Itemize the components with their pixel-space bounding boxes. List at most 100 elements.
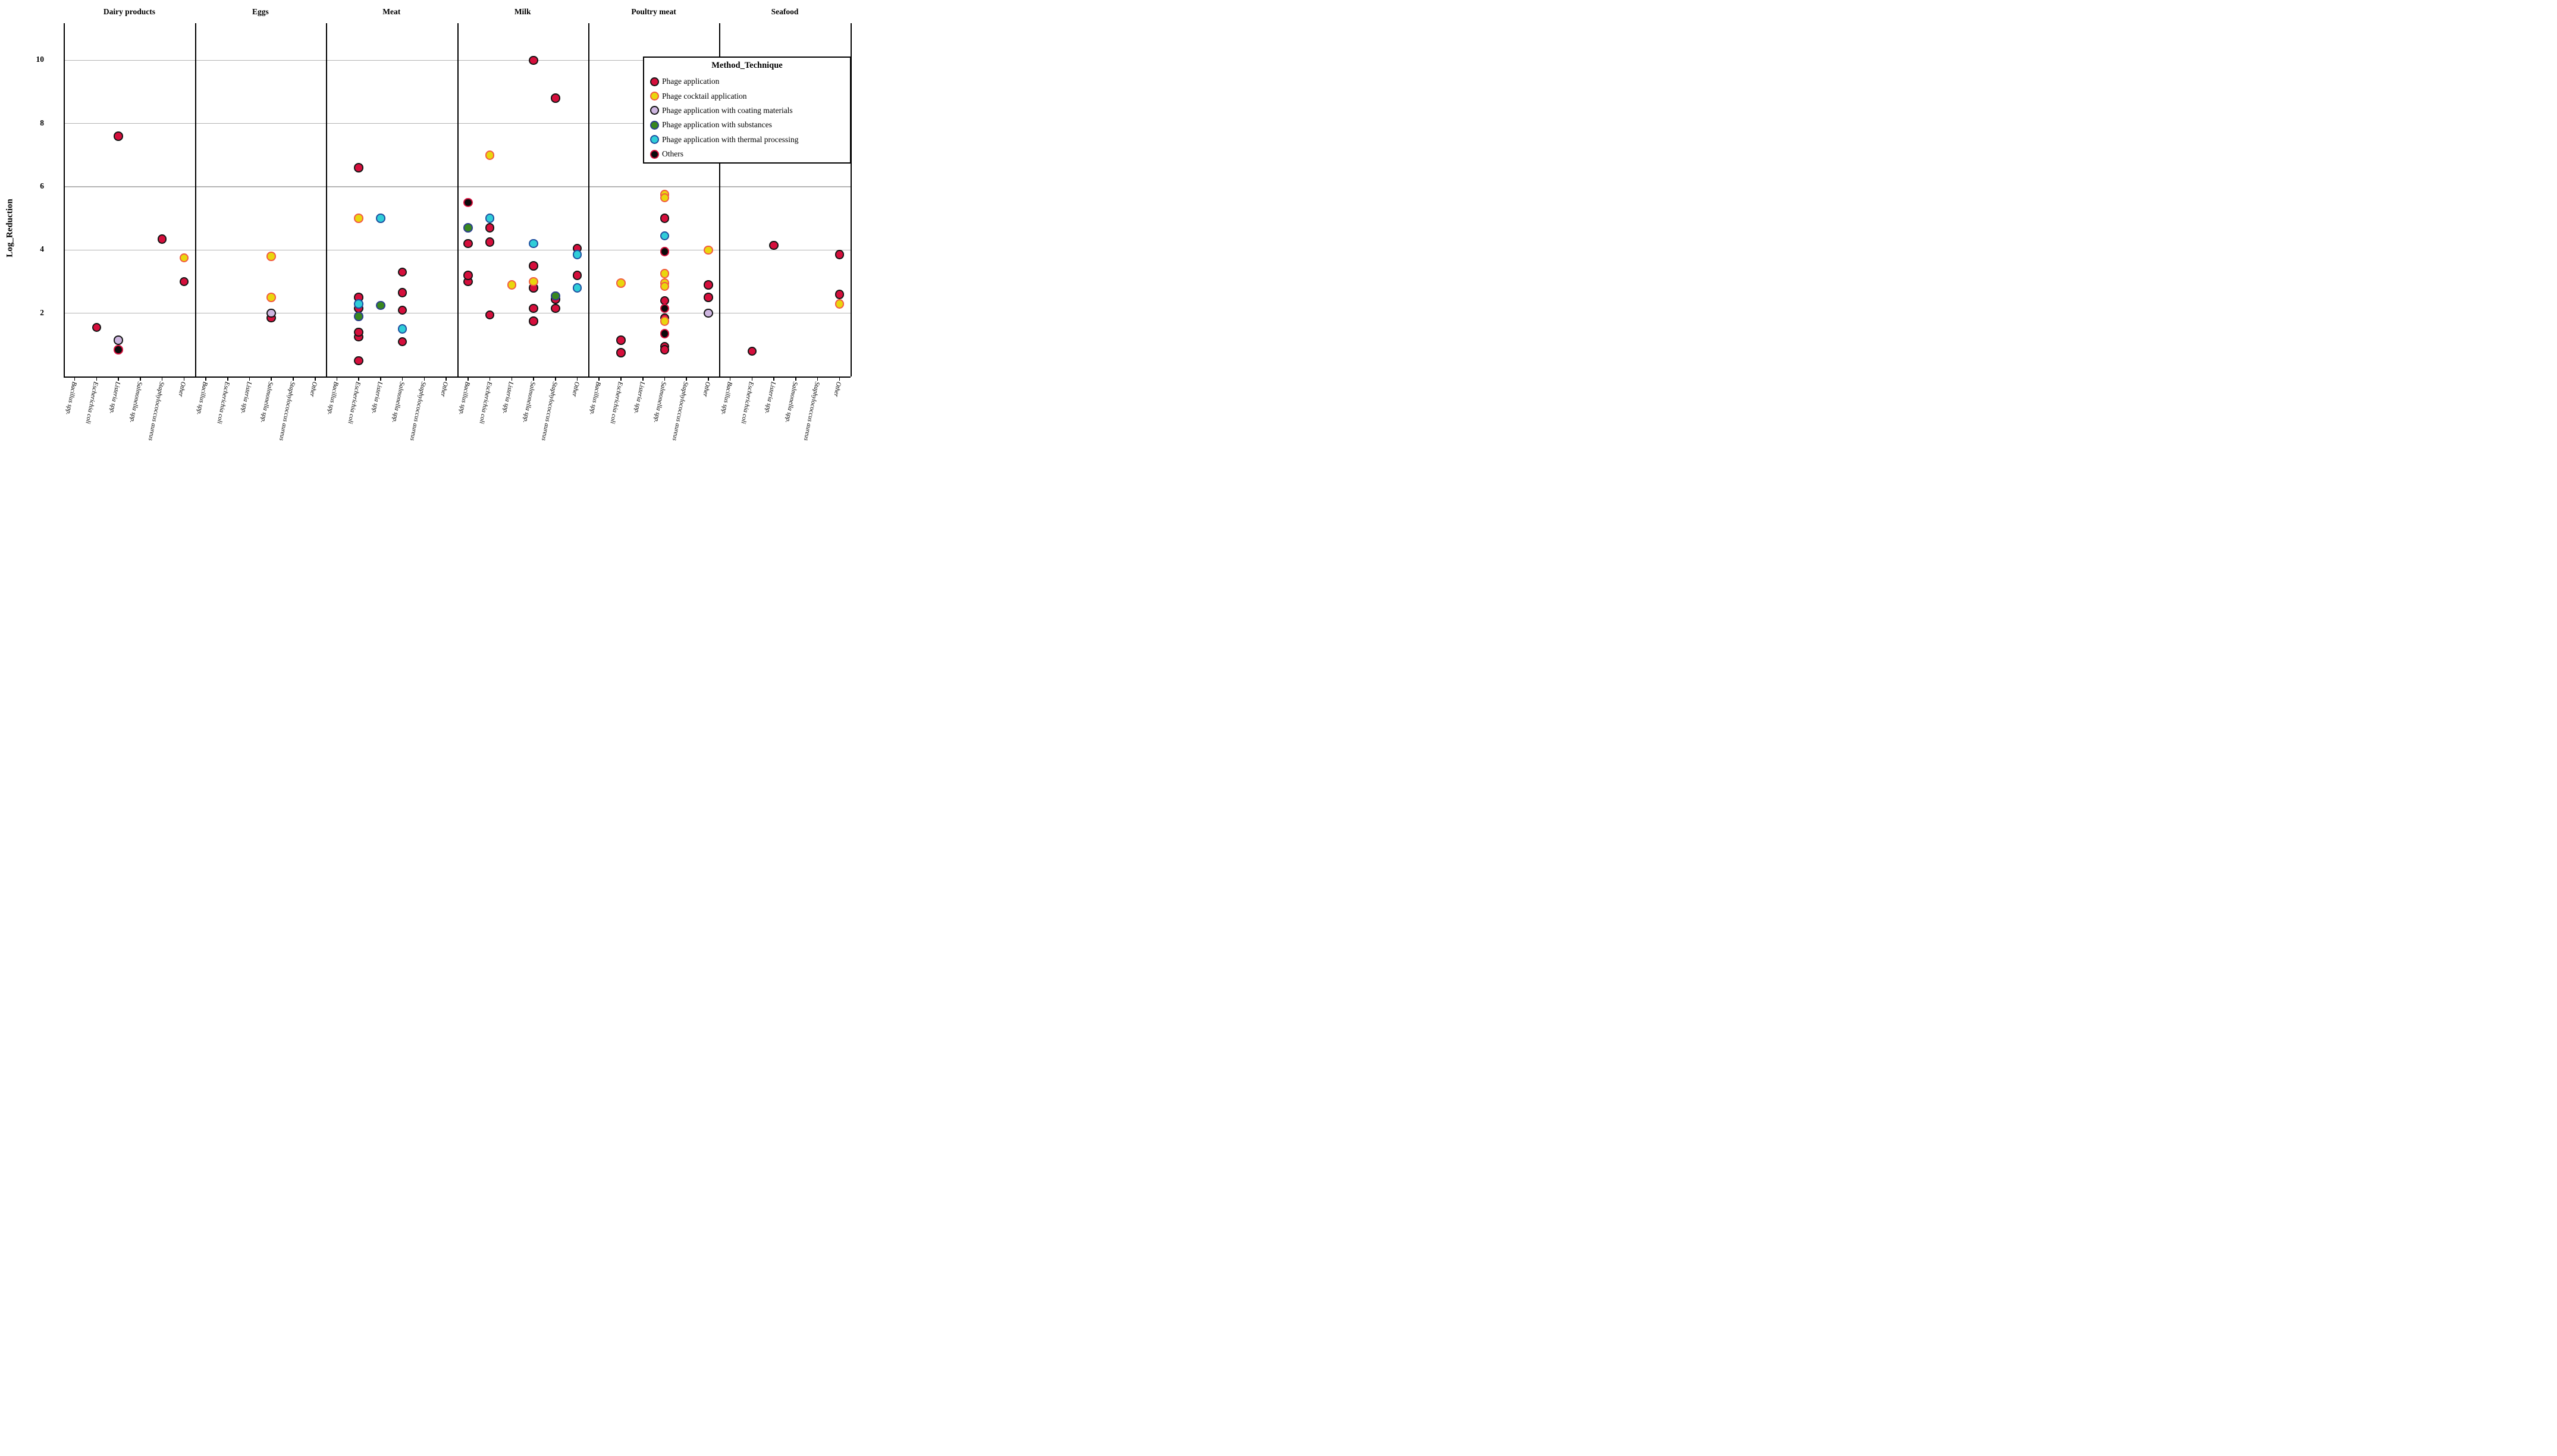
- legend-marker-cocktail-icon: [650, 92, 659, 101]
- panel-title: Poultry meat: [631, 7, 676, 16]
- data-point: [572, 271, 582, 280]
- panel-title: Dairy products: [103, 7, 156, 16]
- data-point: [179, 253, 189, 263]
- x-tick: [140, 378, 141, 381]
- x-tick: [576, 378, 578, 381]
- data-point: [704, 280, 713, 290]
- x-tick: [773, 378, 774, 381]
- data-point: [529, 303, 538, 313]
- x-tick-label: Staphylococcus aureus: [802, 381, 821, 441]
- data-point: [834, 250, 845, 260]
- legend-item-cocktail: Phage cocktail application: [650, 89, 850, 103]
- x-tick: [817, 378, 818, 381]
- x-tick-label: Bacillus spp.: [457, 381, 471, 416]
- data-point: [463, 223, 473, 233]
- x-tick-label: Escherichia coli: [346, 381, 362, 425]
- x-tick: [118, 378, 119, 381]
- y-tick-label-4: 4: [40, 244, 44, 254]
- x-tick: [751, 378, 753, 381]
- data-point: [114, 345, 123, 354]
- data-point: [616, 348, 626, 357]
- data-point: [354, 356, 363, 366]
- panel-seafood: [719, 23, 852, 376]
- x-tick: [468, 378, 469, 381]
- x-tick-label: Salmonella spp.: [783, 381, 799, 423]
- data-point: [266, 293, 277, 302]
- x-tick-label: Listeria spp.: [370, 381, 384, 415]
- x-tick: [795, 378, 796, 381]
- data-point: [834, 299, 845, 309]
- x-tick: [183, 378, 185, 381]
- x-tick: [664, 378, 666, 381]
- panel-dairy-products: [64, 23, 194, 376]
- legend-item-label: Phage application: [662, 77, 720, 86]
- x-tick: [686, 378, 687, 381]
- panel-title: Seafood: [771, 7, 799, 16]
- x-tick: [96, 378, 98, 381]
- x-tick-label: Escherichia coli: [608, 381, 624, 425]
- data-point: [551, 93, 560, 103]
- data-point: [485, 310, 495, 320]
- x-tick-label: Escherichia coli: [478, 381, 493, 425]
- x-tick-label: Staphylococcus aureus: [539, 381, 559, 441]
- data-point: [660, 281, 670, 291]
- data-point: [463, 271, 473, 280]
- x-tick: [358, 378, 359, 381]
- x-tick-label: Bacillus spp.: [195, 381, 209, 416]
- data-point: [572, 250, 582, 260]
- data-point: [704, 308, 713, 318]
- data-point: [397, 305, 407, 315]
- x-tick-label: Other: [832, 381, 843, 398]
- panel-meat: [326, 23, 457, 376]
- legend-marker-substances-icon: [650, 120, 659, 130]
- x-tick: [489, 378, 491, 381]
- legend-item-label: Others: [662, 149, 683, 159]
- data-point: [551, 291, 560, 301]
- data-point: [376, 214, 385, 223]
- x-tick-label: Other: [701, 381, 711, 398]
- legend-item-label: Phage application with coating materials: [662, 105, 793, 115]
- data-point: [266, 308, 277, 318]
- legend-item-phage: Phage application: [650, 74, 850, 89]
- x-tick-label: Salmonella spp.: [390, 381, 406, 423]
- data-point: [463, 239, 473, 249]
- x-tick-label: Listeria spp.: [763, 381, 777, 415]
- data-point: [769, 240, 779, 250]
- data-point: [354, 214, 363, 223]
- legend-item-others: Others: [650, 147, 850, 161]
- y-tick-label-6: 6: [40, 181, 44, 190]
- x-tick-label: Other: [570, 381, 581, 398]
- panel-milk: [457, 23, 588, 376]
- legend-marker-coating-icon: [650, 106, 659, 115]
- y-tick-label-8: 8: [40, 118, 44, 127]
- gridline-y-4: [64, 249, 851, 251]
- data-point: [463, 197, 473, 208]
- x-axis-line: [64, 376, 851, 378]
- x-tick: [227, 378, 228, 381]
- y-tick-label-10: 10: [36, 55, 45, 64]
- x-tick-label: Bacillus spp.: [720, 381, 733, 416]
- x-tick: [555, 378, 556, 381]
- data-point: [529, 55, 538, 65]
- faceted-scatter-figure: Log_Reduction 2 4 6 8 10 Dairy products Bacill…: [0, 0, 852, 485]
- panel-title: Meat: [382, 7, 401, 16]
- x-tick-label: Listeria spp.: [239, 381, 253, 415]
- data-point: [529, 277, 538, 287]
- x-tick-label: Salmonella spp.: [652, 381, 668, 423]
- x-tick-label: Bacillus spp.: [64, 381, 78, 416]
- panel-eggs: [194, 23, 326, 376]
- x-tick-label: Escherichia coli: [739, 381, 755, 425]
- x-tick: [598, 378, 600, 381]
- x-tick-label: Bacillus spp.: [326, 381, 340, 416]
- legend-marker-others-icon: [650, 149, 659, 159]
- data-point: [616, 278, 626, 288]
- legend-marker-thermal-icon: [650, 135, 659, 145]
- x-tick-label: Listeria spp.: [108, 381, 122, 415]
- x-tick: [380, 378, 381, 381]
- data-point: [660, 193, 670, 203]
- legend-item-substances: Phage application with substances: [650, 118, 850, 132]
- x-tick: [293, 378, 294, 381]
- x-tick-label: Salmonella spp.: [128, 381, 143, 423]
- data-point: [660, 214, 670, 223]
- data-point: [397, 337, 407, 347]
